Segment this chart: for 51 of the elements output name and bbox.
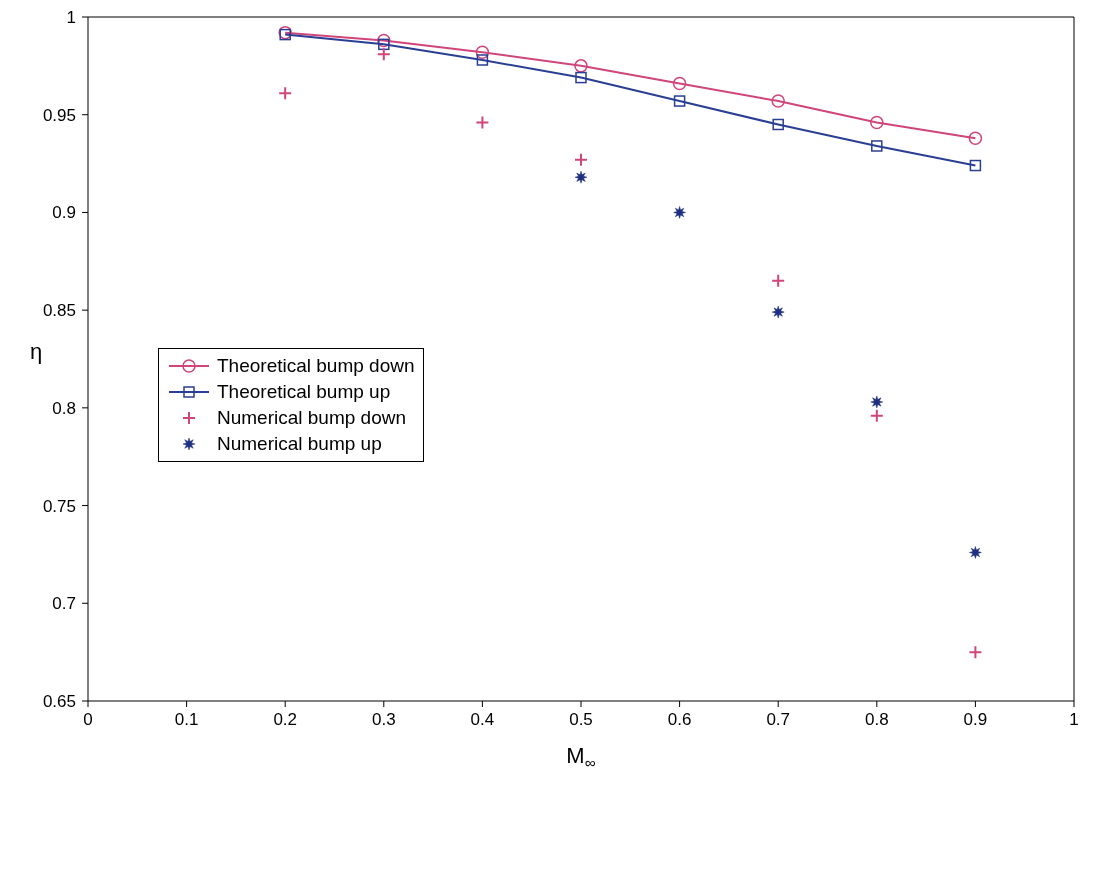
x-tick-label: 0.7 <box>766 710 791 730</box>
y-tick-label: 0.9 <box>52 203 76 223</box>
x-tick-label: 0 <box>83 710 93 730</box>
legend-label: Numerical bump down <box>217 407 407 429</box>
point <box>378 38 390 51</box>
x-tick-label: 0.3 <box>371 710 396 730</box>
point <box>574 152 588 167</box>
legend-label: Numerical bump up <box>217 433 382 455</box>
legend-label: Theoretical bump down <box>217 355 415 377</box>
y-tick-label: 0.95 <box>42 105 76 125</box>
x-axis-title: M$_{∞}$ <box>566 743 596 771</box>
point <box>476 54 489 66</box>
point <box>278 86 293 101</box>
y-tick-label: 1 <box>66 8 76 28</box>
point <box>871 140 883 152</box>
point <box>772 118 784 131</box>
point <box>574 171 588 184</box>
point <box>672 76 687 91</box>
x-tick-label: 0.6 <box>667 710 692 730</box>
point <box>575 71 587 84</box>
y-tick-label: 0.75 <box>42 496 76 516</box>
x-tick-label: 0.2 <box>273 710 298 730</box>
point <box>968 131 983 145</box>
point <box>377 33 391 48</box>
point <box>969 159 982 172</box>
point <box>673 95 686 107</box>
point <box>870 115 884 130</box>
point <box>968 645 983 660</box>
point <box>771 273 786 288</box>
x-tick-label: 0.9 <box>963 710 988 730</box>
point <box>673 206 686 219</box>
point <box>475 45 490 59</box>
point <box>376 47 391 62</box>
y-tick-label: 0.7 <box>52 594 76 614</box>
point <box>475 115 490 130</box>
x-tick-label: 1 <box>1069 710 1079 730</box>
y-tick-label: 0.65 <box>42 692 76 712</box>
point <box>574 59 588 73</box>
point <box>870 395 884 409</box>
x-tick-label: 0.4 <box>470 710 495 730</box>
legend-label: Theoretical bump up <box>217 381 391 403</box>
x-tick-label: 0.8 <box>864 710 889 730</box>
point <box>969 546 982 559</box>
point <box>771 94 785 108</box>
point <box>869 408 884 423</box>
x-tick-label: 0.1 <box>174 710 199 730</box>
y-tick-label: 0.85 <box>42 301 76 321</box>
x-tick-label: 0.5 <box>569 710 593 730</box>
point <box>771 305 785 319</box>
y-tick-label: 0.8 <box>52 398 76 418</box>
y-axis-title: η <box>29 339 43 364</box>
